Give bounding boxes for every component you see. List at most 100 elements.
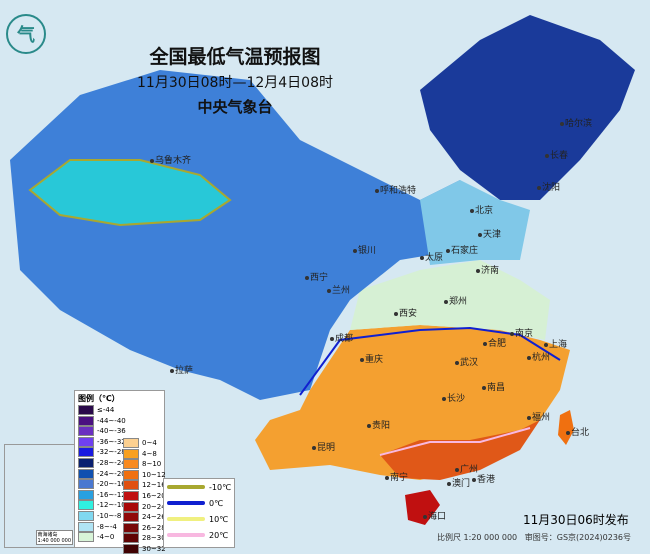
forecast-period: 11月30日08时—12月4日08时 — [137, 75, 333, 91]
city-label: 贵阳 — [367, 418, 390, 431]
isotherm-legend: -10℃ 0℃ 10℃ 20℃ — [163, 478, 235, 548]
legend-swatch — [78, 532, 94, 543]
legend-swatch — [123, 522, 139, 533]
legend-swatch — [78, 405, 94, 415]
city-label: 天津 — [478, 227, 501, 240]
legend-swatch — [78, 415, 94, 426]
legend-label: -32~-28 — [97, 448, 126, 457]
city-label: 郑州 — [444, 294, 467, 307]
legend-label: 10~12 — [142, 470, 166, 479]
legend-label: 20~24 — [142, 502, 166, 511]
legend-swatch — [123, 459, 139, 470]
city-label: 乌鲁木齐 — [150, 153, 191, 166]
city-label: 成都 — [330, 331, 353, 344]
city-label: 太原 — [420, 250, 443, 263]
isotherm-line — [167, 533, 205, 537]
isotherm-0 — [299, 326, 561, 396]
legend-swatch — [78, 511, 94, 521]
city-label: 拉萨 — [170, 363, 193, 376]
city-label: 南昌 — [482, 380, 505, 393]
cma-logo-icon: 气 — [6, 14, 46, 54]
city-label: 广州 — [455, 462, 478, 475]
legend-label: -10~-8 — [97, 512, 122, 520]
legend-swatch — [78, 426, 94, 437]
legend-swatch — [78, 521, 94, 532]
legend-swatch — [123, 544, 139, 554]
legend: 图例（℃） ≤-44 -44~-40 -40~-36 -36~-32 -32~-28 -2… — [74, 390, 166, 554]
legend-swatch — [78, 479, 94, 490]
city-label: 石家庄 — [446, 243, 478, 256]
city-label: 银川 — [353, 243, 376, 256]
legend-item: 0~4 — [123, 438, 157, 448]
legend-item: -16~-12 — [78, 489, 126, 500]
city-label: 济南 — [476, 263, 499, 276]
legend-label: -44~-40 — [97, 416, 126, 425]
city-label: 长春 — [545, 148, 568, 161]
legend-label: 28~30 — [142, 534, 166, 543]
agency-name: 中央气象台 — [197, 98, 273, 116]
legend-label: 24~26 — [142, 513, 166, 522]
isotherm-item: 0℃ — [164, 495, 234, 511]
legend-item: ≤-44 — [78, 405, 114, 415]
isotherm-line — [167, 517, 205, 521]
legend-swatch — [123, 512, 139, 523]
legend-item: 26~28 — [123, 522, 166, 533]
legend-label: -20~-16 — [97, 480, 126, 489]
legend-item: -32~-28 — [78, 447, 126, 458]
legend-swatch — [123, 491, 139, 501]
region-basin — [28, 159, 232, 227]
legend-item: 4~8 — [123, 448, 157, 459]
inset-scale: 南海诸岛 1:40 000 000 — [35, 530, 73, 545]
legend-title: 图例（℃） — [78, 394, 120, 403]
legend-item: -36~-32 — [78, 436, 126, 447]
legend-item: -24~-20 — [78, 468, 126, 479]
city-label: 昆明 — [312, 440, 335, 453]
legend-label: 26~28 — [142, 523, 166, 532]
city-label: 重庆 — [360, 352, 383, 365]
isotherm-item: 10℃ — [164, 511, 234, 527]
city-label: 香港 — [472, 472, 495, 485]
city-label: 沈阳 — [537, 180, 560, 193]
legend-label: 4~8 — [142, 449, 157, 458]
city-label: 西安 — [394, 306, 417, 319]
city-label: 台北 — [566, 425, 589, 438]
legend-item: 12~16 — [123, 480, 166, 491]
city-label: 长沙 — [442, 391, 465, 404]
city-label: 澳门 — [447, 476, 470, 489]
city-label: 北京 — [470, 203, 493, 216]
isotherm-label: 10℃ — [209, 514, 229, 524]
isotherm-item: 20℃ — [164, 527, 234, 543]
legend-item: -28~-24 — [78, 458, 126, 468]
legend-swatch — [123, 469, 139, 480]
legend-swatch — [78, 489, 94, 500]
city-label: 西宁 — [305, 270, 328, 283]
legend-swatch — [78, 436, 94, 447]
legend-label: -8~-4 — [97, 522, 117, 531]
map-title: 全国最低气温预报图 — [149, 46, 321, 68]
legend-item: -10~-8 — [78, 511, 121, 521]
city-label: 武汉 — [455, 355, 478, 368]
isotherm-label: 20℃ — [209, 530, 229, 540]
city-label: 上海 — [544, 337, 567, 350]
legend-label: ≤-44 — [97, 406, 115, 414]
legend-label: -36~-32 — [97, 437, 126, 446]
city-label: 福州 — [527, 410, 550, 423]
legend-item: -8~-4 — [78, 521, 117, 532]
isotherm-line — [167, 485, 205, 489]
legend-item: 24~26 — [123, 512, 166, 523]
legend-label: -24~-20 — [97, 469, 126, 478]
city-label: 海口 — [423, 509, 446, 522]
region-northeast — [420, 15, 635, 200]
isotherm-label: -10℃ — [209, 482, 232, 492]
legend-swatch — [123, 533, 139, 544]
isotherm-label: 0℃ — [209, 498, 224, 508]
legend-label: -40~-36 — [97, 427, 126, 436]
isotherm-20 — [379, 427, 531, 456]
legend-swatch — [78, 447, 94, 458]
legend-label: -28~-24 — [97, 459, 126, 467]
legend-label: -16~-12 — [97, 490, 126, 499]
legend-swatch — [123, 501, 139, 512]
legend-item: 28~30 — [123, 533, 166, 544]
legend-item: 30~32 — [123, 544, 166, 554]
legend-item: -40~-36 — [78, 426, 126, 437]
